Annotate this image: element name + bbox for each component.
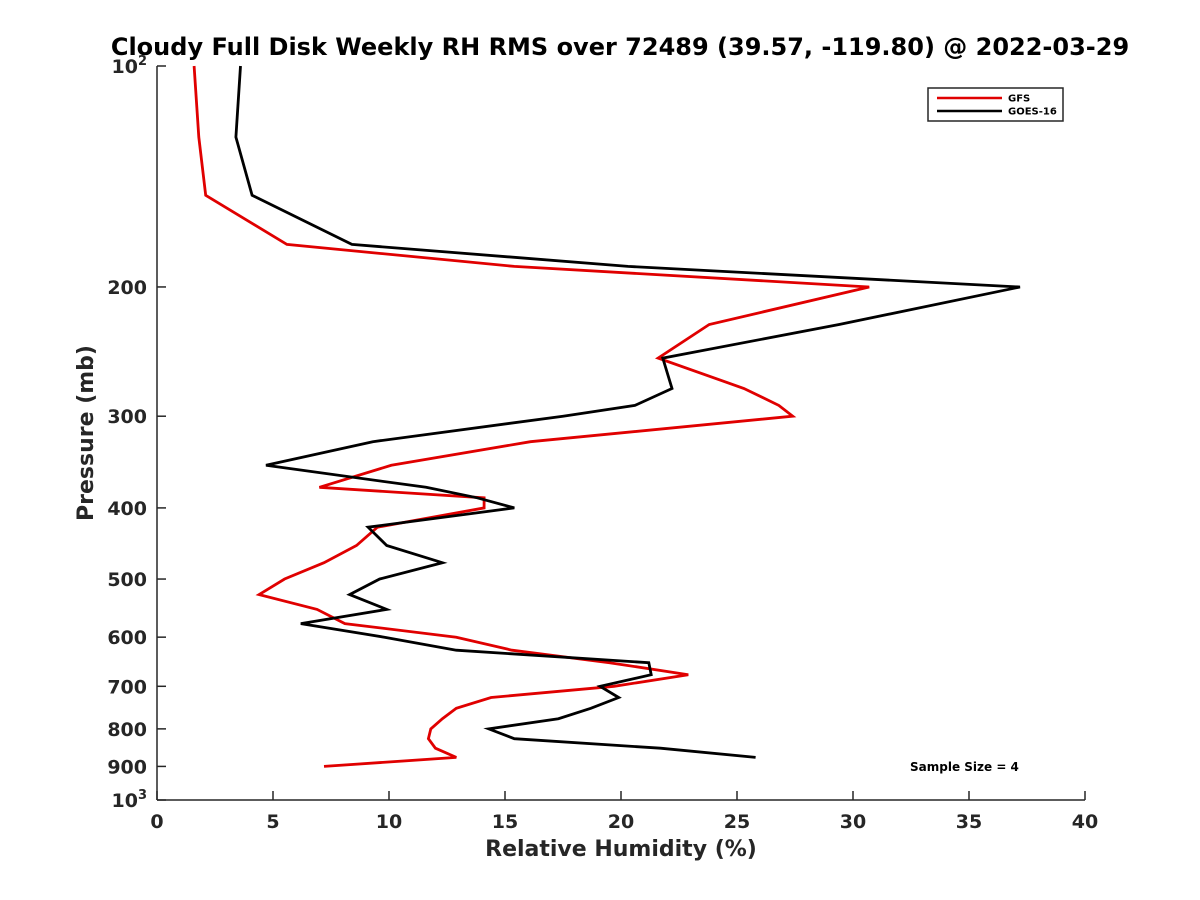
series-line-goes16 [234,65,1021,759]
x-ticks: 0 5 10 15 20 25 30 35 40 [150,791,1098,833]
x-tick-label: 5 [266,811,279,833]
legend-box [927,87,1064,122]
y-tick-label: 103 [112,788,148,812]
y-tick-label: 300 [107,406,147,428]
y-tick-label: 700 [107,676,147,698]
x-tick-label: 10 [376,811,402,833]
chart-title: Cloudy Full Disk Weekly RH RMS over 7248… [111,33,1129,61]
y-axis-label: Pressure (mb) [74,345,99,521]
x-tick-label: 35 [956,811,982,833]
series-line-gfs [192,65,870,768]
y-tick-label: 600 [107,627,147,649]
y-tick-label: 400 [107,498,147,520]
legend-label-gfs: GFS [1008,94,1030,105]
y-ticks: 102 200 300 400 500 600 700 800 900 103 [107,54,166,812]
x-tick-label: 0 [150,811,163,833]
x-tick-label: 20 [608,811,634,833]
x-axis-label: Relative Humidity (%) [485,837,757,862]
y-tick-label: 500 [107,569,147,591]
legend: GFS GOES-16 [927,87,1064,122]
y-tick-label: 102 [112,54,148,78]
x-tick-label: 25 [724,811,750,833]
x-tick-label: 15 [492,811,518,833]
sample-size-annotation: Sample Size = 4 [910,760,1019,774]
y-tick-label: 200 [107,277,147,299]
y-tick-label: 900 [107,756,147,778]
x-tick-label: 40 [1072,811,1098,833]
y-tick-label: 800 [107,719,147,741]
legend-label-goes16: GOES-16 [1008,107,1057,118]
x-tick-label: 30 [840,811,866,833]
series-layer [192,65,1021,768]
